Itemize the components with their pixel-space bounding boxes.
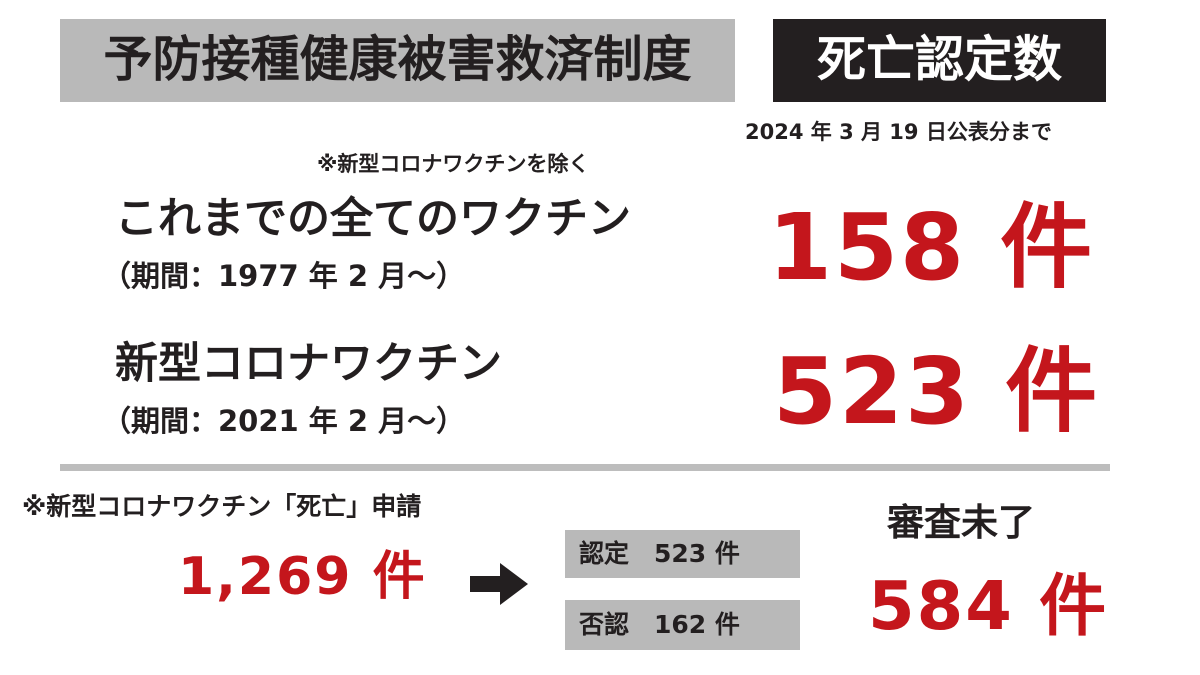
all-vaccines-death-count: 158 件	[768, 194, 1095, 301]
all-vaccines-label: これまでの全てのワクチン	[115, 194, 631, 244]
approved-count: 認定 523 件	[579, 539, 740, 568]
covid-vaccine-period: （期間：2021 年 2 月〜）	[102, 404, 466, 438]
covid-vaccine-label: 新型コロナワクチン	[115, 339, 502, 389]
application-total-count: 1,269 件	[178, 547, 427, 607]
system-title-box: 予防接種健康被害救済制度	[60, 19, 735, 102]
application-note: ※新型コロナワクチン「死亡」申請	[22, 492, 422, 521]
pending-label: 審査未了	[887, 501, 1035, 544]
death-count-title: 死亡認定数	[816, 31, 1062, 88]
covid-vaccine-death-count: 523 件	[773, 338, 1100, 445]
as-of-date: 2024 年 3 月 19 日公表分まで	[745, 120, 1052, 144]
system-title: 予防接種健康被害救済制度	[103, 31, 692, 88]
exclusion-note: ※新型コロナワクチンを除く	[317, 152, 590, 176]
approved-box: 認定 523 件	[565, 530, 800, 578]
right-arrow-icon	[470, 563, 528, 605]
section-divider	[60, 464, 1110, 471]
rejected-count: 否認 162 件	[579, 610, 740, 639]
rejected-box: 否認 162 件	[565, 600, 800, 650]
pending-count: 584 件	[868, 567, 1109, 645]
all-vaccines-period: （期間：1977 年 2 月〜）	[102, 259, 466, 293]
death-count-title-box: 死亡認定数	[773, 19, 1106, 102]
